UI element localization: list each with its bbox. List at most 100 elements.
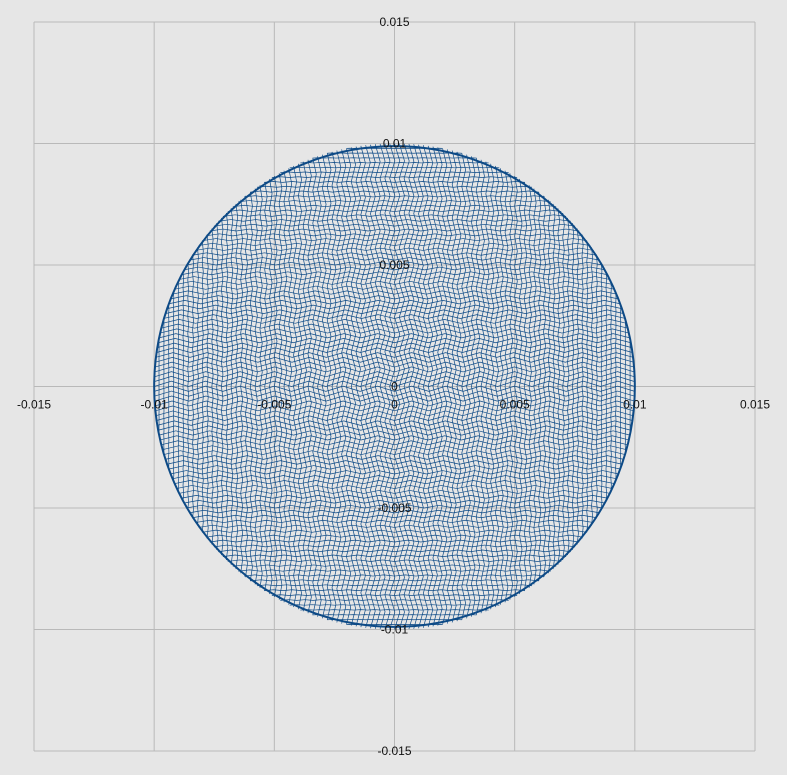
series-line-horizontal-93 bbox=[271, 176, 518, 178]
series-line-horizontal-90 bbox=[250, 190, 539, 193]
series-line-horizontal-59 bbox=[158, 338, 631, 344]
series-line-horizontal-33 bbox=[168, 465, 621, 470]
series-line-horizontal-94 bbox=[280, 171, 509, 174]
series-line-horizontal-9 bbox=[256, 584, 533, 587]
series-line-horizontal-66 bbox=[166, 304, 623, 310]
series-line-vertical-84 bbox=[557, 208, 560, 565]
series-line-vertical-6 bbox=[182, 271, 184, 502]
series-line-vertical-88 bbox=[576, 228, 579, 545]
series-line-vertical-36 bbox=[326, 153, 332, 620]
series-line-vertical-64 bbox=[461, 153, 466, 620]
series-line-vertical-91 bbox=[591, 247, 593, 526]
series-line-vertical-25 bbox=[273, 175, 278, 598]
series-line-vertical-68 bbox=[480, 159, 485, 614]
series-line-vertical-44 bbox=[365, 145, 371, 628]
series-line-horizontal-69 bbox=[172, 290, 617, 295]
series-line-horizontal-78 bbox=[195, 247, 594, 251]
series-line-horizontal-24 bbox=[189, 509, 600, 514]
series-line-vertical-75 bbox=[514, 175, 518, 598]
y-tick-label-4: 0.005 bbox=[379, 258, 409, 272]
series-line-vertical-35 bbox=[322, 154, 327, 619]
y-tick-labels: -0.015 -0.01 -0.005 0 0.005 0.01 0.015 bbox=[377, 15, 411, 758]
series-line-horizontal-61 bbox=[159, 328, 630, 334]
y-tick-label-5: 0.01 bbox=[383, 137, 407, 151]
series-line-horizontal-81 bbox=[205, 233, 584, 237]
series-line-horizontal-89 bbox=[244, 195, 545, 198]
series-line-horizontal-12 bbox=[238, 569, 551, 572]
series-line-vertical-15 bbox=[225, 212, 229, 561]
series-outline bbox=[153, 145, 636, 628]
series-line-vertical-85 bbox=[562, 212, 565, 561]
series-line-horizontal-31 bbox=[172, 475, 617, 480]
series-line-horizontal-80 bbox=[202, 238, 587, 242]
series-line-vertical-24 bbox=[269, 178, 273, 595]
series-line-horizontal-77 bbox=[192, 252, 597, 256]
series-line-vertical-49 bbox=[389, 143, 396, 630]
series-line-vertical-20 bbox=[249, 192, 253, 581]
series-line-horizontal-6 bbox=[280, 599, 509, 601]
series-line-vertical-90 bbox=[586, 240, 589, 533]
series-line-horizontal-8 bbox=[264, 589, 525, 591]
series-line-horizontal-62 bbox=[161, 323, 628, 329]
series-line-horizontal-70 bbox=[174, 285, 615, 290]
y-tick-label-2: -0.005 bbox=[377, 501, 411, 515]
series-line-vertical-73 bbox=[504, 170, 509, 603]
series-line-horizontal-54 bbox=[154, 361, 635, 368]
series-line-vertical-14 bbox=[221, 217, 224, 556]
series-line-horizontal-67 bbox=[168, 299, 621, 305]
series-line-horizontal-88 bbox=[238, 200, 551, 203]
series-line-horizontal-26 bbox=[183, 500, 606, 504]
data-series bbox=[153, 143, 636, 630]
x-tick-label-6: 0.015 bbox=[740, 398, 770, 412]
series-line-vertical-57 bbox=[427, 145, 434, 628]
series-line-horizontal-50 bbox=[154, 380, 635, 387]
series-line-vertical-23 bbox=[264, 181, 268, 592]
series-line-vertical-54 bbox=[413, 144, 419, 629]
series-line-horizontal-48 bbox=[154, 390, 635, 397]
series-line-vertical-10 bbox=[201, 240, 204, 533]
series-line-vertical-5 bbox=[177, 280, 180, 493]
series-line-horizontal-65 bbox=[165, 309, 624, 314]
series-line-horizontal-23 bbox=[192, 514, 597, 519]
series-line-vertical-60 bbox=[442, 148, 448, 625]
series-line-horizontal-82 bbox=[209, 228, 580, 232]
series-line-vertical-42 bbox=[355, 146, 361, 627]
series-line-vertical-83 bbox=[552, 203, 556, 570]
series-line-horizontal-13 bbox=[232, 564, 557, 567]
series-line-vertical-93 bbox=[600, 262, 603, 511]
x-tick-label-4: 0.005 bbox=[500, 398, 530, 412]
series-line-vertical-56 bbox=[422, 145, 429, 628]
series-line-horizontal-30 bbox=[174, 480, 615, 485]
series-line-horizontal-17 bbox=[213, 544, 576, 548]
series-line-horizontal-14 bbox=[227, 559, 562, 562]
series-line-horizontal-10 bbox=[250, 579, 539, 582]
series-line-horizontal-5 bbox=[289, 604, 500, 606]
series-line-vertical-79 bbox=[533, 188, 537, 585]
x-tick-labels: -0.015 -0.01 -0.005 0 0.005 0.01 0.015 bbox=[17, 398, 770, 412]
series-line-vertical-26 bbox=[278, 173, 283, 600]
series-line-horizontal-57 bbox=[156, 347, 633, 353]
series-line-horizontal-87 bbox=[232, 204, 557, 208]
series-line-vertical-30 bbox=[298, 163, 302, 610]
series-line-horizontal-38 bbox=[161, 440, 628, 446]
series-line-vertical-17 bbox=[235, 203, 239, 570]
series-line-vertical-38 bbox=[336, 150, 342, 623]
series-line-vertical-12 bbox=[211, 228, 214, 545]
series-line-horizontal-72 bbox=[178, 276, 611, 280]
series-line-horizontal-35 bbox=[165, 455, 624, 460]
y-tick-label-1: -0.01 bbox=[381, 623, 409, 637]
series-line-horizontal-40 bbox=[158, 430, 631, 436]
series-line-horizontal-20 bbox=[202, 529, 587, 533]
series-line-horizontal-44 bbox=[155, 410, 634, 417]
series-line-horizontal-64 bbox=[163, 314, 626, 319]
series-line-vertical-65 bbox=[466, 154, 471, 619]
series-line-vertical-40 bbox=[346, 148, 352, 625]
series-line-horizontal-28 bbox=[178, 490, 611, 494]
series-line-horizontal-56 bbox=[155, 352, 634, 358]
series-line-vertical-70 bbox=[490, 163, 495, 610]
series-line-horizontal-58 bbox=[157, 342, 632, 348]
series-line-vertical-80 bbox=[538, 192, 542, 581]
series-line-horizontal-22 bbox=[195, 519, 594, 523]
series-line-horizontal-27 bbox=[181, 495, 608, 499]
